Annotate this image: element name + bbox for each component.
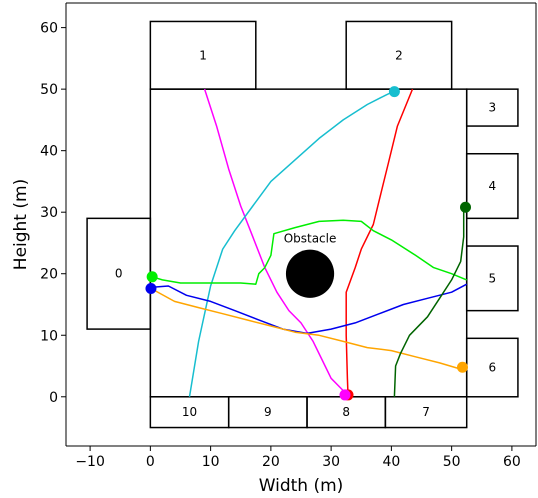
x-tick-label: 50 — [443, 454, 461, 470]
endpoint-marker — [339, 389, 351, 401]
zone-box — [465, 88, 519, 127]
zone-label: 7 — [422, 405, 430, 419]
trajectory-line — [345, 88, 414, 395]
y-tick-label: 50 — [40, 82, 58, 98]
y-tick-label: 40 — [40, 144, 58, 160]
endpoint-marker — [388, 86, 400, 98]
x-tick-label: 30 — [322, 454, 340, 470]
zone-label: 4 — [488, 179, 496, 193]
y-tick-label: 0 — [49, 390, 58, 406]
endpoint-marker — [145, 282, 157, 294]
x-tick-label: 60 — [503, 454, 521, 470]
trajectory-line — [393, 209, 465, 397]
endpoint-marker — [460, 201, 471, 213]
y-tick-label: 30 — [40, 205, 58, 221]
obstacle-circle — [285, 249, 335, 298]
zone-label: 9 — [264, 405, 272, 419]
y-tick-label: 10 — [40, 328, 58, 344]
trajectory-line — [151, 288, 461, 370]
zone-label: 0 — [115, 267, 123, 281]
trajectory-line — [203, 88, 347, 396]
zone-box — [465, 152, 519, 220]
zone-label: 10 — [182, 405, 197, 419]
x-axis-label: Width (m) — [259, 476, 344, 496]
zone-label: 5 — [488, 271, 496, 285]
obstacle-label: Obstacle — [284, 232, 337, 246]
x-tick-label: 10 — [202, 454, 220, 470]
zone-label: 1 — [199, 48, 207, 62]
trajectory-line — [151, 219, 467, 285]
zone-box — [465, 245, 519, 312]
x-tick-label: 0 — [146, 454, 155, 470]
x-tick-label: 40 — [382, 454, 400, 470]
zone-box — [149, 20, 257, 90]
trajectory-line — [188, 90, 395, 397]
endpoint-marker — [456, 361, 468, 373]
x-tick-label: −10 — [75, 454, 105, 470]
zone-label: 8 — [342, 405, 350, 419]
zone-label: 2 — [395, 48, 403, 62]
zone-label: 3 — [488, 101, 496, 115]
y-tick-label: 60 — [40, 21, 58, 37]
y-axis-label: Height (m) — [11, 179, 31, 270]
zone-label: 6 — [488, 361, 496, 375]
endpoint-marker — [146, 271, 158, 283]
y-tick-label: 20 — [40, 267, 58, 283]
x-tick-label: 20 — [262, 454, 280, 470]
